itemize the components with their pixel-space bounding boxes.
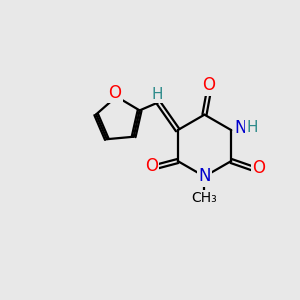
Text: N: N bbox=[234, 119, 247, 137]
Text: H: H bbox=[152, 87, 164, 102]
Text: O: O bbox=[202, 76, 215, 94]
Text: O: O bbox=[109, 84, 122, 102]
Text: N: N bbox=[198, 167, 211, 185]
Text: O: O bbox=[252, 159, 266, 177]
Text: H: H bbox=[247, 120, 258, 135]
Text: CH₃: CH₃ bbox=[192, 191, 217, 205]
Text: O: O bbox=[145, 157, 158, 175]
